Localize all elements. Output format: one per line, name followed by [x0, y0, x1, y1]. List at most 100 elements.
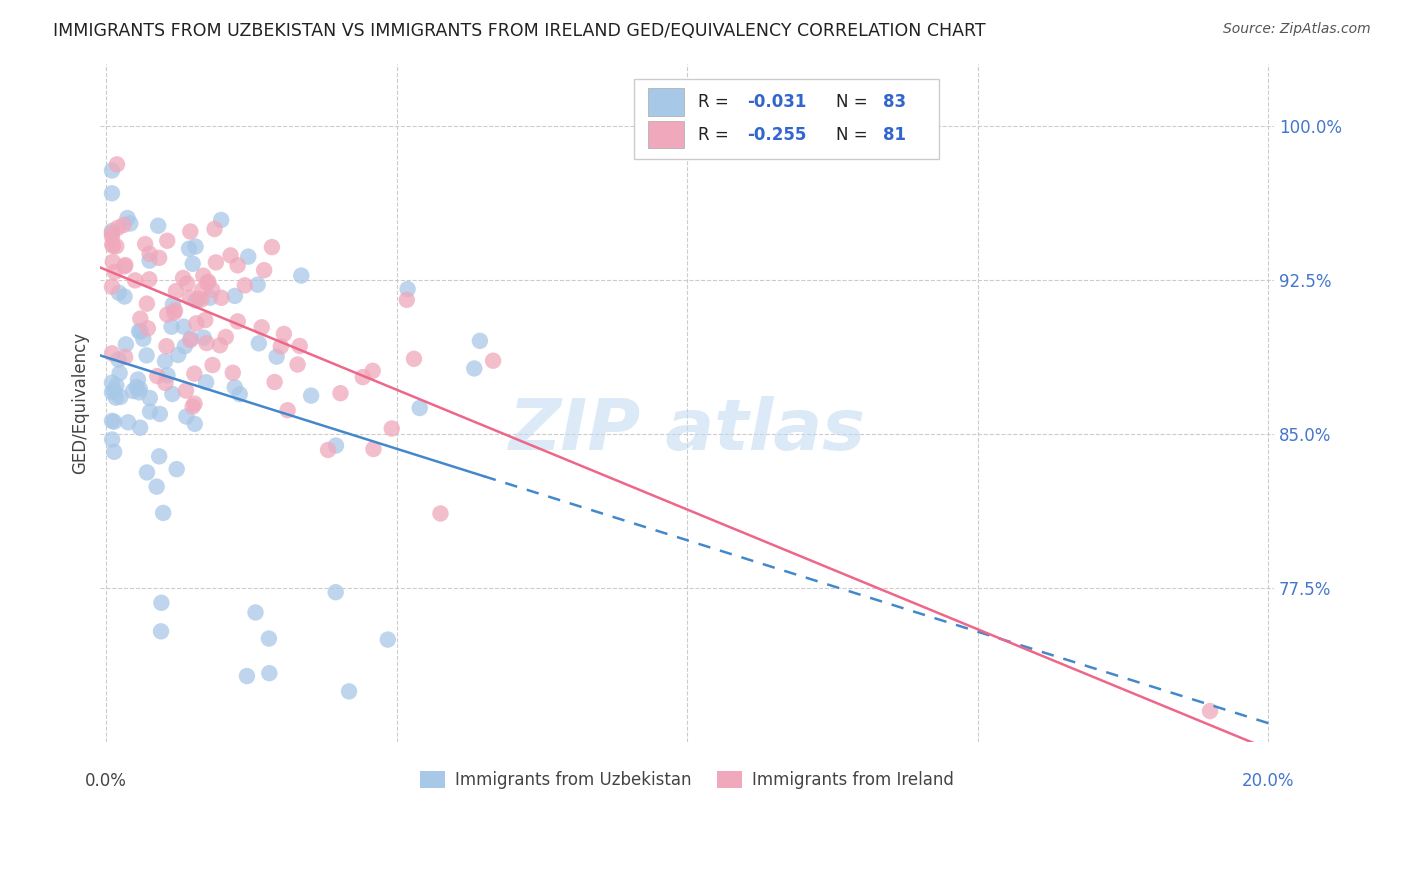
Point: [138, 272, 160, 286]
Point: [183, 396, 205, 410]
Point: [236, 669, 259, 683]
Point: [135, 348, 157, 362]
Point: [173, 339, 195, 353]
Point: [468, 334, 491, 348]
Text: IMMIGRANTS FROM UZBEKISTAN VS IMMIGRANTS FROM IRELAND GED/EQUIVALENCY CORRELATIO: IMMIGRANTS FROM UZBEKISTAN VS IMMIGRANTS…: [53, 22, 986, 40]
Bar: [648, 121, 683, 148]
Point: [114, 260, 136, 274]
Point: [125, 380, 148, 394]
Point: [257, 632, 280, 646]
Point: [152, 506, 174, 520]
Point: [429, 507, 451, 521]
Point: [101, 163, 124, 178]
Point: [337, 684, 360, 698]
Point: [165, 284, 187, 298]
Point: [204, 222, 226, 236]
Point: [153, 354, 176, 368]
Point: [288, 339, 311, 353]
Point: [120, 216, 142, 230]
Point: [107, 220, 129, 235]
Point: [117, 211, 139, 225]
Point: [246, 277, 269, 292]
Point: [104, 391, 127, 405]
Point: [122, 384, 145, 398]
Point: [150, 596, 173, 610]
Point: [101, 226, 124, 240]
Point: [114, 337, 136, 351]
Point: [145, 480, 167, 494]
Point: [163, 303, 186, 318]
Point: [325, 439, 347, 453]
Point: [287, 358, 309, 372]
Point: [176, 277, 198, 291]
Point: [245, 606, 267, 620]
Point: [128, 324, 150, 338]
Point: [108, 366, 131, 380]
Text: 20.0%: 20.0%: [1241, 772, 1295, 790]
Point: [195, 336, 218, 351]
Point: [167, 348, 190, 362]
Point: [361, 364, 384, 378]
Point: [128, 382, 150, 396]
Text: 83: 83: [883, 93, 907, 111]
Point: [108, 285, 131, 300]
Point: [148, 450, 170, 464]
Text: 81: 81: [883, 126, 905, 144]
Point: [277, 403, 299, 417]
Point: [146, 369, 169, 384]
Point: [162, 387, 184, 401]
Legend: Immigrants from Uzbekistan, Immigrants from Ireland: Immigrants from Uzbekistan, Immigrants f…: [413, 764, 960, 796]
Point: [181, 400, 204, 414]
Point: [156, 308, 179, 322]
Point: [101, 239, 124, 253]
Point: [299, 389, 322, 403]
Point: [222, 366, 245, 380]
Point: [187, 292, 209, 306]
Point: [101, 385, 124, 400]
Point: [162, 297, 184, 311]
Point: [136, 321, 159, 335]
Point: [105, 157, 128, 171]
Point: [117, 415, 139, 429]
Point: [114, 258, 136, 272]
Point: [155, 339, 177, 353]
Point: [156, 368, 179, 383]
Point: [363, 442, 385, 456]
Point: [329, 386, 352, 401]
Point: [201, 283, 224, 297]
Point: [181, 257, 204, 271]
Bar: [648, 88, 683, 116]
Point: [381, 421, 404, 435]
Point: [482, 353, 505, 368]
Text: Source: ZipAtlas.com: Source: ZipAtlas.com: [1223, 22, 1371, 37]
Point: [184, 239, 207, 253]
Point: [193, 331, 215, 345]
Point: [105, 378, 128, 392]
Point: [148, 251, 170, 265]
Point: [173, 319, 195, 334]
Point: [110, 390, 132, 404]
Point: [325, 585, 347, 599]
Text: N =: N =: [837, 126, 873, 144]
Point: [101, 237, 124, 252]
Point: [259, 666, 281, 681]
Point: [156, 234, 179, 248]
Point: [179, 333, 201, 347]
Point: [148, 219, 170, 233]
Point: [233, 278, 256, 293]
Point: [103, 415, 125, 429]
Point: [184, 293, 207, 308]
Point: [129, 420, 152, 434]
Point: [209, 291, 232, 305]
Point: [160, 319, 183, 334]
Point: [101, 224, 124, 238]
Point: [197, 275, 219, 289]
Point: [139, 404, 162, 418]
Point: [114, 289, 136, 303]
Point: [219, 248, 242, 262]
Point: [1199, 704, 1222, 718]
Point: [132, 332, 155, 346]
Y-axis label: GED/Equivalency: GED/Equivalency: [72, 332, 89, 474]
Point: [180, 331, 202, 345]
Point: [198, 291, 221, 305]
